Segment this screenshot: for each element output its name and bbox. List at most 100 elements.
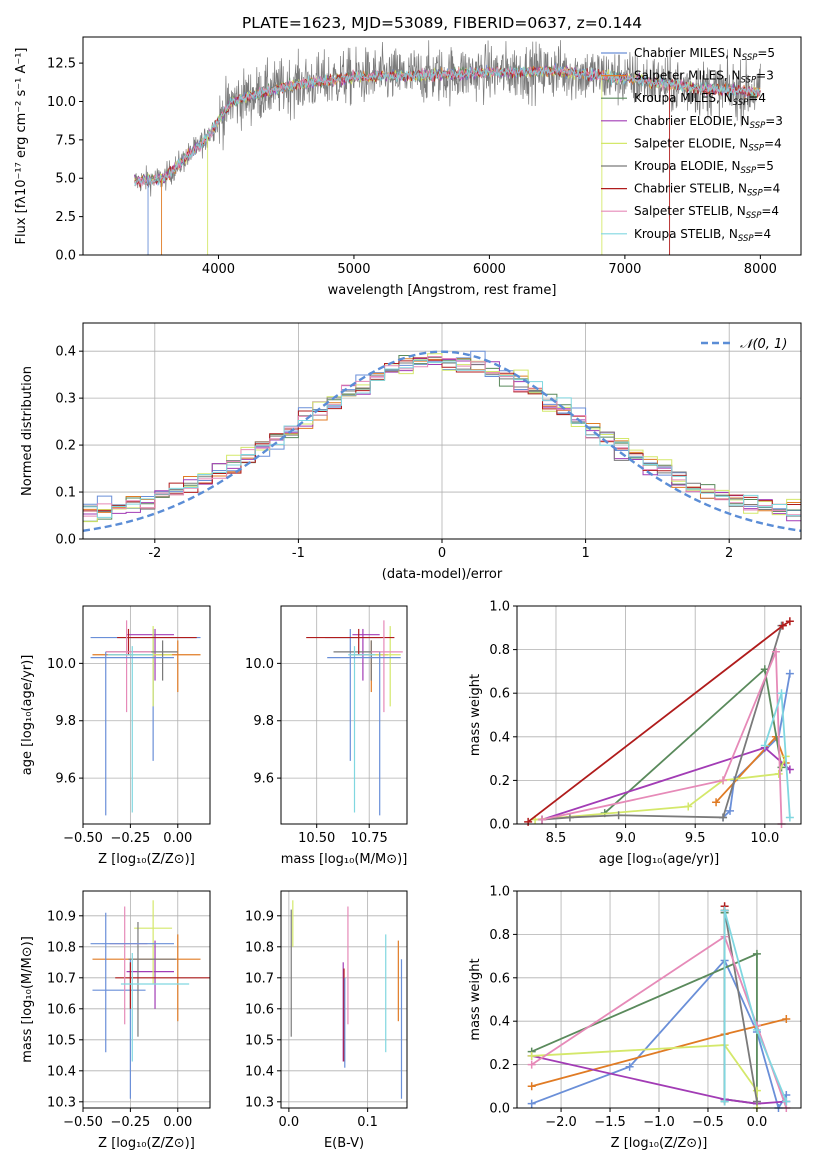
x-tick-label: 9.5 [685,831,706,846]
y-tick-label: 10.9 [245,909,274,924]
y-tick-label: 10.8 [47,940,76,955]
x-tick-label: 5000 [337,262,370,277]
y-tick-label: 7.5 [55,133,76,148]
mass-weight-marker [719,813,728,822]
y-tick-label: 10.4 [245,1064,274,1079]
y-tick-label: 10.9 [47,909,76,924]
mass-weight-line [531,912,758,1105]
mass-weight-marker [752,949,761,958]
y-tick-label: 0.0 [489,1102,510,1117]
x-axis-label: Z [log₁₀(Z/Z⊙)] [98,1136,195,1151]
legend-label: Chabrier STELIB, NSSP=4 [634,182,780,199]
legend-label: Chabrier ELODIE, NSSP=3 [634,114,783,131]
mass-weight-marker [684,802,693,811]
mass-weight-marker [760,741,769,750]
chart-title: PLATE=1623, MJD=53089, FIBERID=0637, z=0… [242,14,642,32]
y-tick-label: 0.8 [489,928,510,943]
mass-weight-line [531,958,788,1111]
mass-weight-line [723,910,758,1102]
y-tick-label: 0.2 [489,1058,510,1073]
x-tick-label: 0.00 [163,831,192,846]
x-axis-label: wavelength [Angstrom, rest frame] [328,283,557,298]
x-tick-label: -2 [148,546,161,561]
y-axis-label: Flux [fλ10⁻¹⁷ erg cm⁻² s⁻¹ A⁻¹] [14,48,29,245]
x-axis-label: Z [log₁₀(Z/Z⊙)] [98,852,195,867]
spectrum-chart: 4000 5000 6000 7000 8000 0.0 2.5 5.0 7.5 10.0 12.5… [14,14,802,298]
y-tick-label: 10.8 [245,940,274,955]
mass-weight-marker [712,798,721,807]
y-axis-label: mass weight [468,674,483,756]
x-axis-label: age [log₁₀(age/yr)] [599,852,720,867]
y-tick-label: 10.7 [245,971,274,986]
x-tick-label: −1.0 [643,1115,675,1130]
mass-weight-line [715,735,787,803]
x-tick-label: −0.25 [110,831,150,846]
y-tick-label: 0.6 [489,971,510,986]
mass-weight-line [531,1055,787,1105]
y-tick-label: 0.8 [489,643,510,658]
x-tick-label: 8000 [744,262,777,277]
x-tick-label: 1 [581,546,589,561]
x-tick-label: -1 [292,546,305,561]
y-axis-label: mass weight [468,958,483,1040]
x-tick-label: 7000 [608,262,641,277]
mass-weight-marker [782,1097,791,1106]
y-axis-label: Normed distribution [20,366,35,496]
mass-weight-marker [719,776,728,785]
x-tick-label: 0.0 [279,1115,300,1130]
mass-weight-marker [720,906,729,915]
massweight-vs-age-chart: 8.5 9.0 9.5 10.0 0.0 0.2 0.4 0.6 0.8 1.0 age [log₁… [468,600,802,867]
residuals-chart: -2 -1 0 1 2 0.0 0.1 0.2 0.3 0.4 (data-model)/error… [20,322,802,582]
x-axis-label: (data-model)/error [382,567,503,582]
spectrum-legend: Chabrier MILES, NSSP=5 Salpeter MILES, NS… [601,46,783,244]
x-tick-label: 0.0 [747,1115,768,1130]
mass-weight-marker [538,815,547,824]
axes-frame [82,36,802,256]
mass-weight-marker [527,1082,536,1091]
x-tick-label: −0.5 [692,1115,724,1130]
axes-frame [82,890,211,1109]
residual-histogram-step [83,356,801,517]
y-tick-label: 10.7 [47,971,76,986]
y-tick-label: 10.6 [245,1002,274,1017]
y-tick-label: 10.0 [47,657,76,672]
massweight-vs-Z-chart: −2.0 −1.5 −1.0 −0.5 0.0 0.0 0.2 0.4 0.6 0.8 1.0 Z [… [468,885,802,1151]
mass-weight-marker [726,806,734,815]
x-tick-label: 10.50 [298,831,335,846]
x-tick-label: −0.50 [63,1115,103,1130]
y-tick-label: 10.4 [47,1064,76,1079]
y-tick-label: 0.2 [489,774,510,789]
x-tick-label: 0 [438,546,446,561]
x-tick-label: 6000 [473,262,506,277]
mass-weight-marker [614,811,623,820]
mass-weight-marker [774,769,783,778]
y-tick-label: 0.0 [55,249,76,264]
x-tick-label: −0.25 [110,1115,150,1130]
mass-weight-marker [785,617,794,626]
mass-weight-marker [752,1097,761,1106]
y-tick-label: 0.0 [489,818,510,833]
y-tick-label: 5.0 [55,172,76,187]
y-tick-label: 9.6 [55,772,76,787]
mass-weight-marker [527,1060,536,1069]
mass-weight-marker [785,813,794,822]
mass-weight-marker [527,1099,536,1108]
mass-weight-marker [785,669,794,678]
mass-weight-line [541,651,783,825]
legend-label: Kroupa MILES, NSSP=4 [634,91,766,108]
y-tick-label: 1.0 [489,600,510,615]
y-tick-label: 9.6 [253,772,274,787]
y-tick-label: 0.0 [55,533,76,548]
mass-weight-marker [527,1051,536,1060]
mass-weight-marker [625,1062,634,1071]
residual-histogram-step [83,357,801,512]
y-tick-label: 0.6 [489,687,510,702]
y-tick-label: 10.3 [245,1095,274,1110]
y-tick-label: 0.3 [55,392,76,407]
mass-weight-marker [778,621,787,630]
y-tick-label: 0.1 [55,486,76,501]
mass-weight-marker [752,1025,761,1034]
x-tick-label: 10.0 [750,831,779,846]
mass-weight-marker [720,1097,729,1106]
